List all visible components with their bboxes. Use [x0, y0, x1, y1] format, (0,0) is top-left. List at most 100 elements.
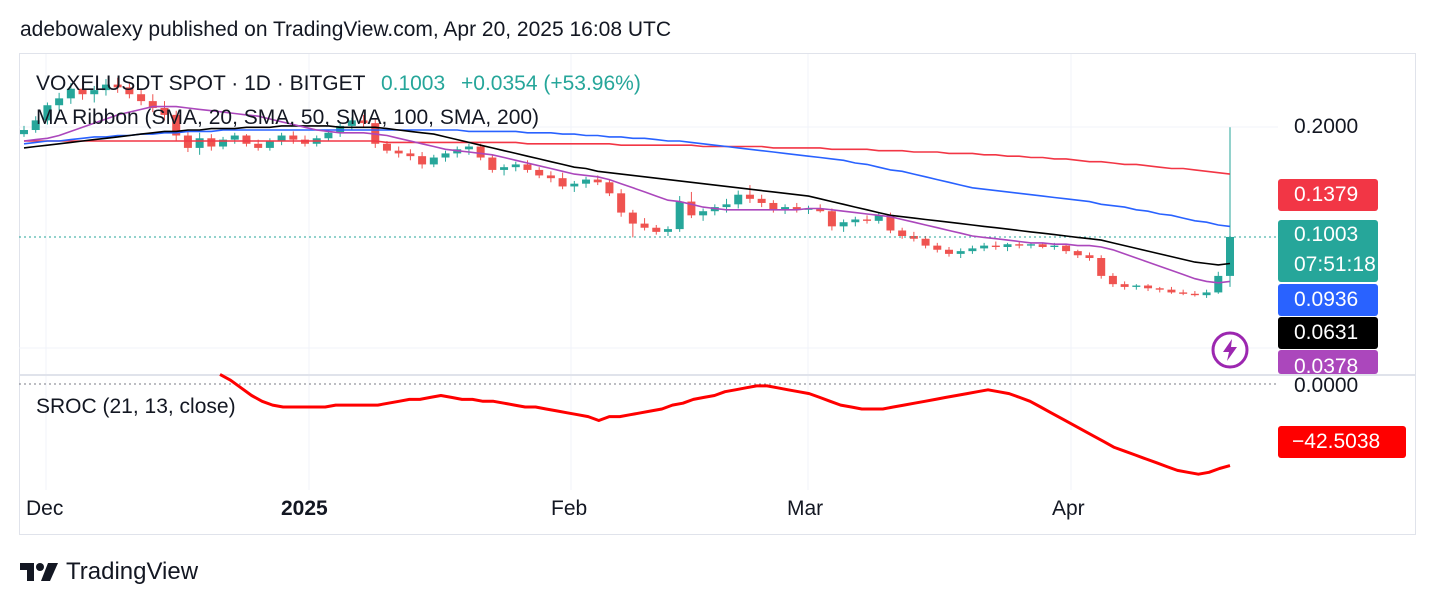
sma200-line: [24, 140, 1231, 175]
sroc-line: [219, 373, 1231, 476]
last-price-value: 0.1003: [1294, 223, 1359, 246]
candle-body: [734, 194, 743, 205]
candle-body: [640, 223, 649, 228]
candle-body: [464, 146, 473, 150]
candle-body: [535, 169, 544, 176]
candle-body: [148, 101, 157, 108]
sma20-price-label: 0.0378: [1278, 350, 1378, 374]
candle-body: [921, 238, 930, 246]
candle-body: [66, 88, 75, 99]
candle-body: [816, 208, 825, 212]
candle-body: [781, 207, 790, 210]
candle-body: [570, 183, 579, 187]
candle-body: [792, 207, 801, 210]
candle-body: [476, 146, 485, 158]
candle-body: [172, 114, 181, 136]
candle-body: [1003, 244, 1012, 247]
candle-body: [382, 143, 391, 151]
sma200-price-label: 0.1379: [1278, 179, 1378, 211]
candle-body: [944, 249, 953, 254]
candle-body: [1190, 293, 1199, 296]
candle-body: [1167, 289, 1176, 293]
candle-body: [722, 204, 731, 208]
sma20-line: [23, 105, 1231, 284]
last-price: 0.1003: [380, 72, 446, 95]
bar-countdown: 07:51:18: [1294, 253, 1376, 276]
candle-body: [1120, 284, 1129, 287]
price-change: +0.0354 (+53.96%): [461, 72, 641, 95]
candle-body: [1144, 285, 1153, 289]
candle-body: [1062, 245, 1071, 252]
time-tick-label: 2025: [281, 497, 328, 520]
candle-body: [488, 157, 497, 170]
candle-body: [874, 215, 883, 221]
candle-body: [1050, 245, 1059, 247]
sma50-price-label: 0.0631: [1278, 317, 1378, 349]
candle-body: [1155, 288, 1164, 290]
symbol-title: VOXELUSDT SPOT · 1D · BITGET: [36, 72, 366, 95]
candle-body: [1026, 244, 1035, 246]
candle-body: [265, 141, 274, 148]
candle-body: [394, 150, 403, 154]
time-tick-label: Apr: [1052, 497, 1085, 520]
candle-body: [839, 222, 848, 227]
candle-body: [1108, 275, 1117, 285]
candle-body: [55, 98, 64, 106]
candle-body: [546, 175, 555, 179]
candle-body: [207, 138, 216, 147]
candle-body: [242, 135, 251, 144]
candle-body: [1015, 244, 1024, 246]
candle-body: [418, 156, 427, 165]
candle-body: [1073, 251, 1082, 256]
candle-body: [991, 245, 1000, 247]
price-tick-label: 0.2000: [1294, 115, 1359, 138]
candle-body: [254, 143, 263, 148]
candle-body: [968, 248, 977, 252]
candle-body: [769, 202, 778, 210]
sma100-line: [23, 129, 1231, 228]
sma50-line: [23, 125, 1231, 266]
candle-body: [78, 88, 87, 95]
candle-body: [90, 90, 99, 95]
candle-body: [195, 138, 204, 148]
candle-body: [886, 215, 895, 231]
candle-body: [687, 201, 696, 216]
candle-body: [1202, 292, 1211, 296]
candle-body: [347, 120, 356, 126]
candle-body: [898, 230, 907, 236]
candle-body: [558, 178, 567, 187]
candle-body: [160, 107, 169, 115]
candle-body: [827, 211, 836, 227]
candle-body: [441, 153, 450, 158]
sroc-legend: SROC (21, 13, close): [36, 395, 236, 418]
candle-body: [980, 245, 989, 249]
candle-body: [617, 193, 626, 213]
candle-body: [699, 211, 708, 216]
candle-body: [1179, 292, 1188, 294]
lightning-icon[interactable]: [1210, 330, 1250, 370]
candle-body: [101, 84, 110, 91]
candle-body: [523, 164, 532, 170]
candle-body: [31, 120, 40, 131]
candle-body: [277, 135, 286, 142]
time-tick-label: Dec: [26, 497, 64, 520]
candle-body: [1038, 244, 1047, 247]
candle-body: [1214, 275, 1223, 293]
candle-body: [956, 251, 965, 254]
candle-body: [628, 212, 637, 224]
candle-body: [851, 219, 860, 223]
publish-header: adebowalexy published on TradingView.com…: [20, 18, 672, 41]
sroc-value-label: −42.5038: [1278, 426, 1406, 458]
ma-ribbon-legend: MA Ribbon (SMA, 20, SMA, 50, SMA, 100, S…: [36, 106, 540, 129]
candle-body: [745, 194, 754, 199]
candle-body: [605, 182, 614, 194]
candle-body: [933, 245, 942, 250]
chart-frame: [19, 53, 1416, 535]
candle-body: [500, 167, 509, 170]
tradingview-footer: TradingView: [20, 558, 198, 586]
candle-body: [663, 229, 672, 232]
last-price-label: 0.1003 07:51:18: [1278, 220, 1378, 282]
time-tick-label: Mar: [787, 497, 824, 520]
candle-body: [1085, 255, 1094, 259]
